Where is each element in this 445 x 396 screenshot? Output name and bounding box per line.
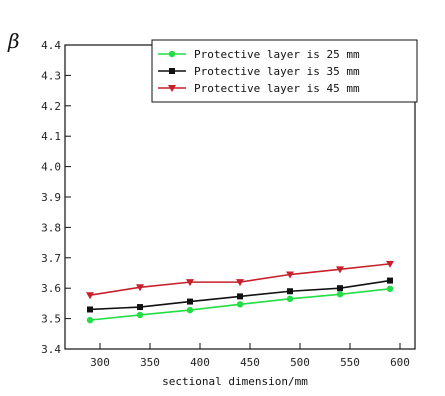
legend-box [151, 39, 418, 103]
y-tick-label: 3.6 [41, 282, 61, 295]
data-point [386, 260, 394, 268]
y-tick-label: 4.1 [41, 130, 61, 143]
y-tick-label: 3.7 [41, 252, 61, 265]
data-point [86, 292, 94, 300]
x-tick-label: 600 [390, 356, 410, 369]
y-axis-label: β [7, 29, 20, 53]
y-tick-label: 3.8 [41, 221, 61, 234]
data-point [87, 306, 93, 313]
y-tick-label: 4.4 [41, 39, 61, 52]
legend-marker [168, 85, 176, 92]
data-point [287, 288, 293, 295]
data-point [86, 316, 94, 324]
x-axis-label: sectional dimension/mm [162, 375, 308, 388]
y-tick-label: 4.2 [41, 100, 61, 113]
legend-item: Protective layer is 35 mm [158, 65, 360, 78]
legend-label: Protective layer is 35 mm [194, 65, 360, 78]
legend-item: Protective layer is 45 mm [158, 82, 360, 95]
x-tick-label: 300 [90, 356, 110, 369]
x-tick-label: 550 [340, 356, 360, 369]
x-tick-label: 450 [240, 356, 260, 369]
legend-marker [169, 68, 175, 74]
y-tick-label: 3.9 [41, 191, 61, 204]
data-point [386, 285, 394, 293]
y-axis-ticks: 3.4 3.5 3.6 3.7 3.8 3.9 4.0 4.1 4.2 4.3 4.4 [41, 39, 71, 356]
data-point [136, 311, 144, 319]
data-point [286, 271, 294, 279]
data-point [237, 293, 243, 300]
data-point [286, 295, 294, 303]
data-point [136, 284, 144, 292]
x-tick-label: 500 [290, 356, 310, 369]
data-point [336, 266, 344, 274]
legend-item: Protective layer is 25 mm [158, 48, 360, 61]
data-point [387, 277, 393, 284]
legend-label: Protective layer is 45 mm [194, 82, 360, 95]
data-point [236, 279, 244, 287]
data-point [186, 279, 194, 287]
legend: Protective layer is 25 mm Protective laye… [151, 39, 418, 103]
series-2 [87, 277, 393, 313]
series-3 [86, 260, 394, 300]
x-tick-label: 350 [140, 356, 160, 369]
data-point [337, 285, 343, 292]
x-axis-ticks: 300 350 400 450 500 550 600 [90, 343, 410, 369]
legend-label: Protective layer is 25 mm [194, 48, 360, 61]
y-tick-label: 4.3 [41, 69, 61, 82]
legend-marker [168, 50, 176, 58]
x-tick-label: 400 [190, 356, 210, 369]
data-point [187, 298, 193, 305]
y-tick-label: 4.0 [41, 161, 61, 174]
series-1 [86, 285, 394, 324]
data-point [236, 301, 244, 308]
data-point [336, 291, 344, 298]
data-point [137, 304, 143, 311]
y-tick-label: 3.4 [41, 343, 61, 356]
data-point [186, 306, 194, 314]
y-tick-label: 3.5 [41, 313, 61, 326]
series-layer [86, 260, 394, 324]
